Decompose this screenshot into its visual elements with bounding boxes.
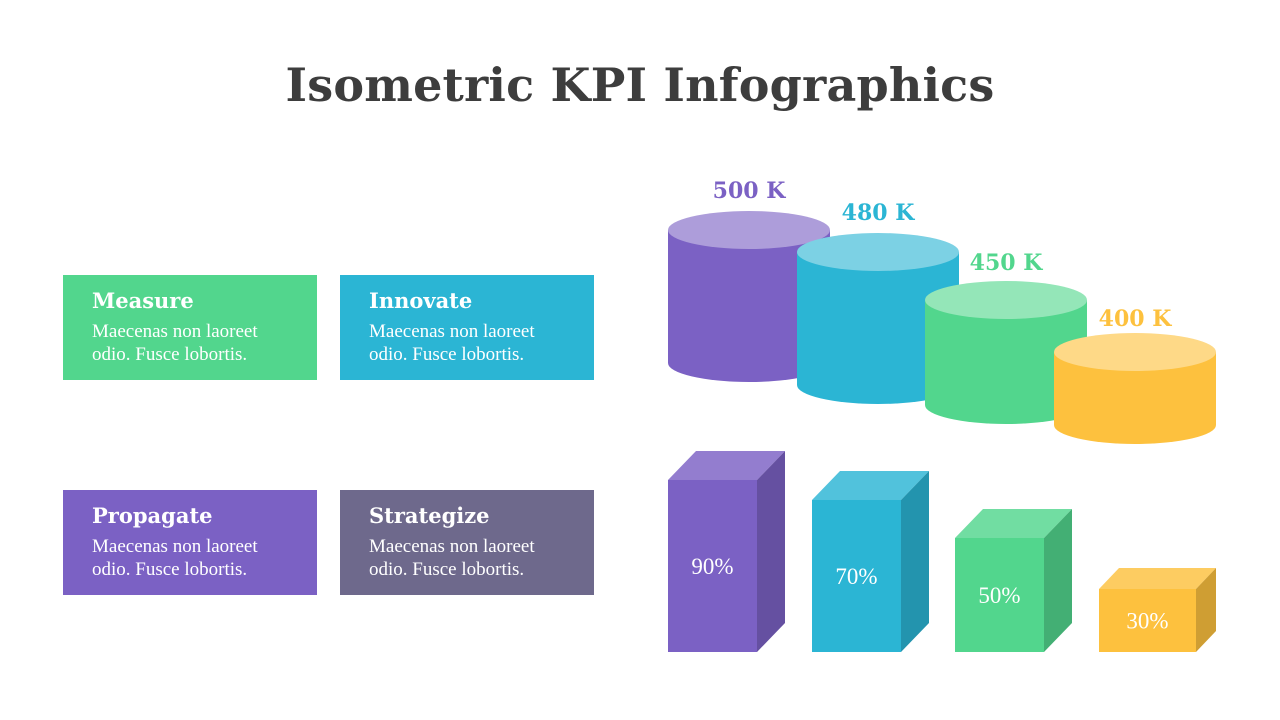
card-strategize: Strategize Maecenas non laoreet odio. Fu… xyxy=(340,490,594,595)
card-text-line: odio. Fusce lobortis. xyxy=(369,344,525,365)
card-text-line: odio. Fusce lobortis. xyxy=(369,559,525,580)
box-side-face xyxy=(901,471,929,652)
box-front-face xyxy=(812,500,901,652)
cylinder-value-label: 450 K xyxy=(970,250,1044,276)
card-text-line: Maecenas non laoreet xyxy=(369,536,535,557)
box-side-face xyxy=(757,451,785,652)
box-side-face xyxy=(1044,509,1072,652)
card-text: Maecenas non laoreet odio. Fusce loborti… xyxy=(369,535,565,581)
cylinder-body xyxy=(1054,352,1216,444)
box-top-face xyxy=(812,471,929,500)
box-top-face xyxy=(1099,568,1216,589)
cylinder-value-label: 400 K xyxy=(1099,306,1173,332)
cylinder-top xyxy=(1054,333,1216,371)
cylinder-top xyxy=(797,233,959,271)
page-title: Isometric KPI Infographics xyxy=(285,58,995,112)
cylinder-top xyxy=(925,281,1087,319)
card-text-line: odio. Fusce lobortis. xyxy=(92,344,248,365)
cylinder-top xyxy=(668,211,830,249)
card-text: Maecenas non laoreet odio. Fusce loborti… xyxy=(369,320,565,366)
box-side-face xyxy=(1196,568,1216,652)
cylinder-body xyxy=(668,230,830,382)
card-text: Maecenas non laoreet odio. Fusce loborti… xyxy=(92,320,288,366)
cylinder-value-label: 480 K xyxy=(842,200,916,226)
card-measure: Measure Maecenas non laoreet odio. Fusce… xyxy=(63,275,317,380)
cylinder-body xyxy=(925,300,1087,424)
box-percent-label: 50% xyxy=(978,583,1020,608)
box-front-face xyxy=(668,480,757,652)
card-propagate: Propagate Maecenas non laoreet odio. Fus… xyxy=(63,490,317,595)
box-percent-label: 30% xyxy=(1126,609,1168,634)
card-text: Maecenas non laoreet odio. Fusce loborti… xyxy=(92,535,288,581)
box-top-face xyxy=(668,451,785,480)
card-title: Measure xyxy=(92,288,194,313)
card-title: Propagate xyxy=(92,503,213,528)
card-innovate: Innovate Maecenas non laoreet odio. Fusc… xyxy=(340,275,594,380)
box-percent-label: 70% xyxy=(835,564,877,589)
box-percent-label: 90% xyxy=(691,554,733,579)
box-front-face xyxy=(1099,589,1196,652)
cylinder-body xyxy=(797,252,959,404)
card-text-line: Maecenas non laoreet xyxy=(92,321,258,342)
card-text-line: Maecenas non laoreet xyxy=(92,536,258,557)
cylinder-value-label: 500 K xyxy=(713,178,787,204)
box-top-face xyxy=(955,509,1072,538)
card-title: Innovate xyxy=(369,288,473,313)
box-front-face xyxy=(955,538,1044,652)
card-text-line: Maecenas non laoreet xyxy=(369,321,535,342)
card-title: Strategize xyxy=(369,503,490,528)
card-text-line: odio. Fusce lobortis. xyxy=(92,559,248,580)
